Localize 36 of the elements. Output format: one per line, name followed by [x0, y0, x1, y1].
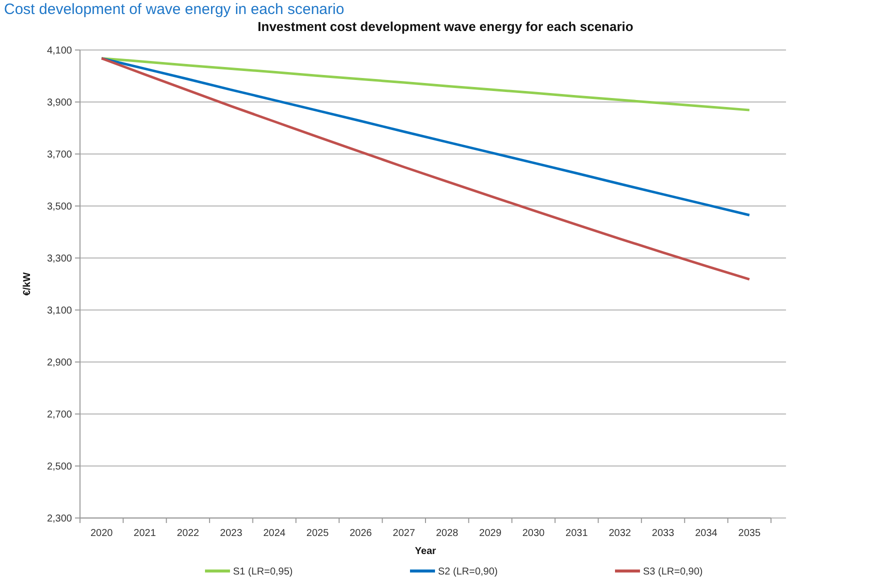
y-tick-label: 2,300: [46, 514, 72, 524]
x-tick-label: 2027: [392, 528, 416, 539]
legend-label: S3 (LR=0,90): [643, 566, 703, 578]
x-tick-label: 2029: [479, 528, 502, 539]
x-tick-label: 2030: [522, 528, 546, 539]
line-series: [100, 57, 751, 112]
x-tick-label: 2031: [566, 528, 588, 539]
x-tick-label: 2026: [350, 528, 372, 539]
y-tick-label: 3,300: [46, 254, 72, 264]
x-tick-label: 2022: [176, 528, 200, 539]
line-series: [100, 57, 751, 216]
y-tick-label: 2,700: [46, 410, 72, 420]
x-tick-label: 2025: [306, 528, 330, 539]
x-axis-title: Year: [414, 546, 436, 557]
y-tick-label: 2,900: [46, 358, 72, 368]
y-axis-title: €/kW: [22, 272, 33, 296]
x-tick-label: 2023: [220, 528, 243, 539]
x-tick-label: 2032: [608, 528, 632, 539]
x-tick-label: 2035: [738, 528, 761, 539]
x-tick-label: 2028: [436, 528, 459, 539]
x-tick-label: 2024: [263, 528, 286, 539]
y-tick-label: 3,500: [46, 202, 72, 212]
y-tick-label: 2,500: [46, 462, 72, 472]
x-tick-label: 2034: [695, 528, 718, 539]
legend-label: S1 (LR=0,95): [233, 566, 293, 578]
legend-label: S2 (LR=0,90): [438, 566, 498, 578]
x-tick-label: 2021: [134, 528, 156, 539]
y-tick-label: 4,100: [46, 46, 72, 56]
y-tick-label: 3,700: [46, 150, 72, 160]
x-tick-label: 2020: [90, 528, 114, 539]
x-tick-label: 2033: [652, 528, 675, 539]
y-tick-label: 3,900: [46, 98, 72, 108]
y-tick-label: 3,100: [46, 306, 72, 316]
chart-title: Investment cost development wave energy for each scenario: [258, 19, 634, 34]
text: Cost development of wave energy in each scenario: [4, 1, 344, 18]
line-series: [100, 57, 751, 281]
